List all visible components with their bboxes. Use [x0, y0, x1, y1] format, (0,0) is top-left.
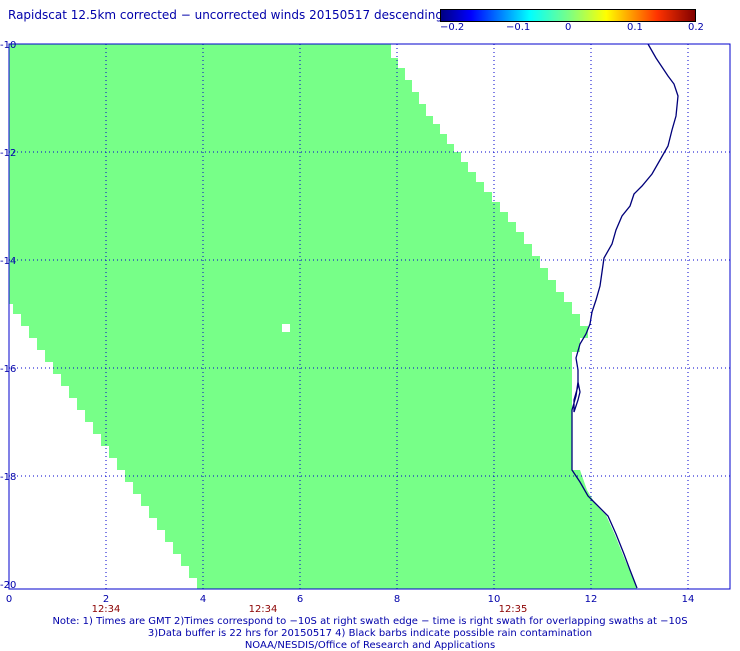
- y-tick-label: -18: [0, 472, 16, 483]
- x-tick-label: 0: [6, 594, 12, 605]
- time-label: 12:35: [499, 604, 528, 615]
- credit-line: NOAA/NESDIS/Office of Research and Appli…: [244, 640, 496, 651]
- y-tick-label: -14: [0, 256, 16, 267]
- y-tick-label: -12: [0, 148, 16, 159]
- colorbar-tick-label: 0: [565, 22, 572, 33]
- y-axis-labels: -10 -12 -14 -16 -18 -20: [0, 40, 16, 591]
- grid: [9, 44, 730, 589]
- y-tick-label: -20: [0, 580, 16, 591]
- x-tick-label: 2: [103, 594, 109, 605]
- colorbar-tick-label: 0.2: [688, 22, 704, 33]
- time-labels: 12:34 12:34 12:35: [92, 604, 528, 615]
- colorbar-tick-label: −0.1: [506, 22, 531, 33]
- coastline: [571, 43, 679, 589]
- y-tick-label: -16: [0, 364, 16, 375]
- footnote-line: Note: 1) Times are GMT 2)Times correspon…: [52, 616, 688, 627]
- x-tick-label: 14: [682, 594, 695, 605]
- x-tick-label: 4: [200, 594, 206, 605]
- africa-coastline: [571, 43, 679, 589]
- swath-fill: [9, 44, 637, 589]
- time-label: 12:34: [92, 604, 121, 615]
- map-title: Rapidscat 12.5km corrected − uncorrected…: [8, 8, 443, 22]
- plot-frame: [8, 43, 731, 590]
- x-tick-label: 8: [394, 594, 400, 605]
- x-tick-label: 10: [488, 594, 501, 605]
- swath-data-gap: [282, 324, 290, 332]
- colorbar-tick-label: −0.2: [440, 22, 465, 33]
- colorbar-tick-label: 0.1: [627, 22, 643, 33]
- x-axis-labels: 0 2 4 6 8 10 12 14: [6, 594, 695, 605]
- x-tick-label: 6: [297, 594, 303, 605]
- y-tick-label: -10: [0, 40, 16, 51]
- colorbar: [440, 9, 696, 22]
- x-tick-label: 12: [585, 594, 598, 605]
- time-label: 12:34: [249, 604, 278, 615]
- footnote-line: 3)Data buffer is 22 hrs for 20150517 4) …: [147, 628, 593, 639]
- wind-difference-swath: [9, 44, 637, 589]
